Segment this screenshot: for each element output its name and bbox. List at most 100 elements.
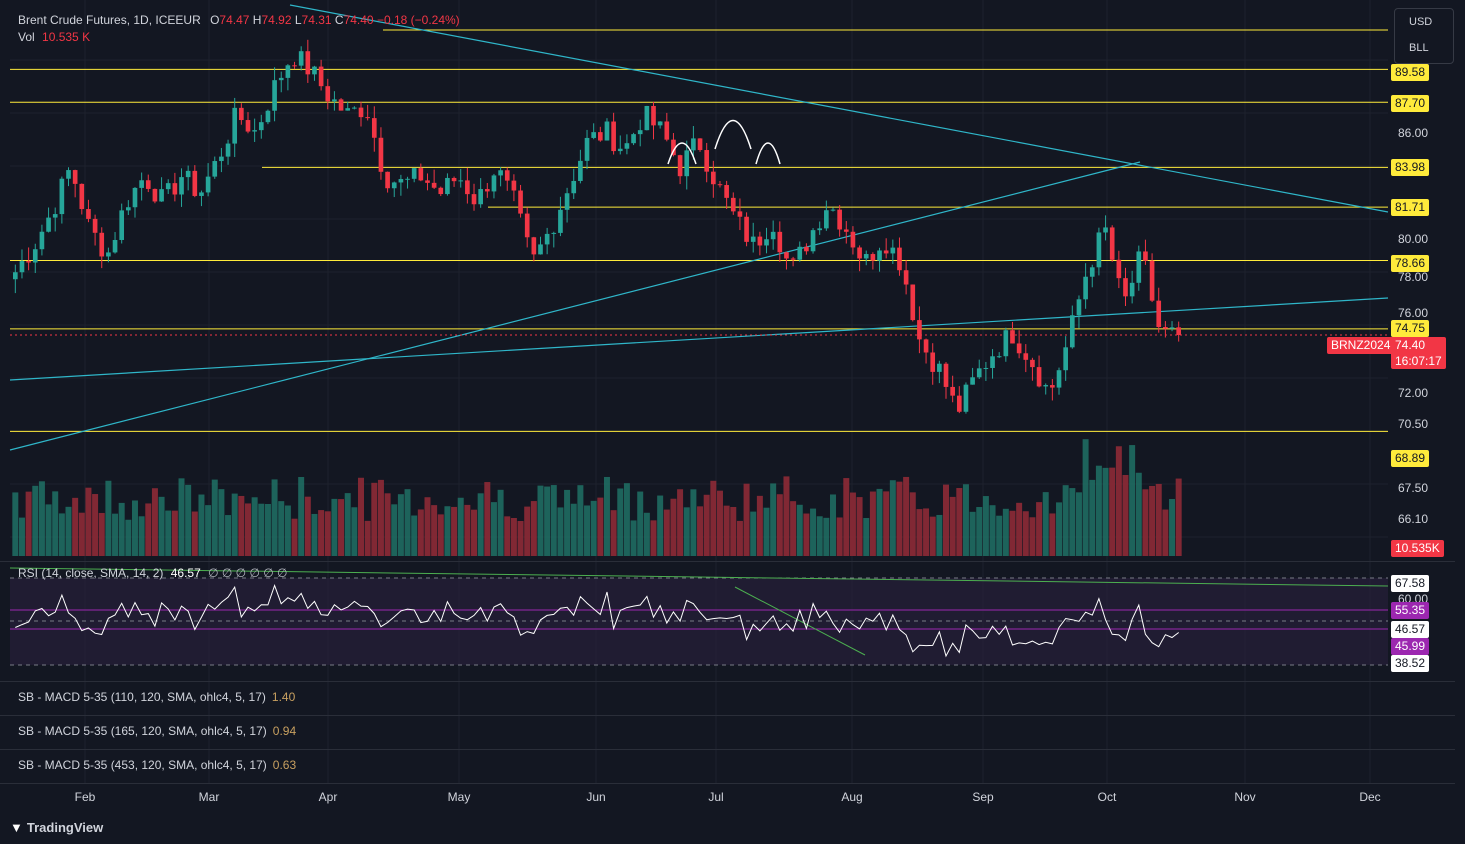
candle-body <box>358 107 364 118</box>
candle-body <box>272 80 277 111</box>
candle-body <box>139 180 144 188</box>
time-tick-dec: Dec <box>1359 790 1381 804</box>
volume-bar <box>909 492 916 556</box>
candle-body <box>684 150 690 177</box>
pane-separator[interactable] <box>0 561 1455 562</box>
volume-bar <box>484 482 491 556</box>
volume-bar <box>245 503 251 556</box>
volume-bar <box>477 493 484 556</box>
candle-body <box>770 231 776 240</box>
volume-bar <box>258 503 265 556</box>
volume-bar <box>903 476 910 556</box>
candle-body <box>232 107 238 144</box>
candle-body <box>185 170 191 178</box>
volume-bar <box>1042 492 1049 556</box>
candle-body <box>531 237 537 255</box>
unit-selector[interactable]: USD BLL <box>1394 8 1454 64</box>
candle-body <box>26 261 31 263</box>
candle-body <box>624 143 630 149</box>
volume-bar <box>397 494 404 556</box>
volume-bar <box>497 489 504 556</box>
bar-countdown: 16:07:17 <box>1395 354 1442 368</box>
candle-body <box>46 217 51 232</box>
candle-body <box>1143 251 1148 261</box>
volume-bar <box>58 513 65 556</box>
pattern-arc <box>755 142 781 165</box>
volume-bar <box>736 520 743 556</box>
time-tick-jun: Jun <box>586 790 606 804</box>
candle-body <box>1163 327 1168 329</box>
candle-body <box>711 171 716 185</box>
macd-value: 0.94 <box>272 724 297 738</box>
volume-bar <box>657 495 664 556</box>
volume-bar <box>225 515 232 556</box>
candle-body <box>305 51 311 75</box>
candle-body <box>1149 260 1155 301</box>
tradingview-logo[interactable]: ▼ TradingView <box>10 820 103 835</box>
volume-bar <box>976 507 983 556</box>
candle-body <box>418 168 424 181</box>
candle-body <box>199 192 204 196</box>
candle-body <box>558 209 563 233</box>
volume-bar <box>584 505 591 556</box>
candle-body <box>824 210 829 229</box>
candle-body <box>737 211 743 217</box>
candle-body <box>804 246 809 252</box>
volume-bar <box>45 504 52 556</box>
candle-body <box>1103 227 1108 233</box>
volume-bar <box>138 516 145 556</box>
volume-bar <box>371 482 378 556</box>
candle-body <box>1176 327 1182 335</box>
candle-body <box>810 230 816 252</box>
symbol-tag: BRNZ2024 <box>1327 337 1395 354</box>
rsi-ma2-tag: 45.99 <box>1391 638 1430 655</box>
volume-bar <box>630 520 637 556</box>
level-tag: 89.58 <box>1391 64 1430 81</box>
rsi-line <box>15 584 1179 658</box>
candle-body <box>976 368 982 378</box>
rsi-current-tag: 46.57 <box>1391 621 1430 638</box>
volume-bar <box>1142 489 1149 556</box>
pane-separator[interactable] <box>0 749 1455 750</box>
candle-body <box>1050 385 1055 388</box>
pane-separator[interactable] <box>0 681 1455 682</box>
candle-body <box>870 254 876 261</box>
candle-body <box>1076 299 1082 316</box>
volume-bar <box>178 478 185 556</box>
time-tick-jul: Jul <box>708 790 724 804</box>
price-tick: 80.00 <box>1398 232 1429 246</box>
volume-bar <box>723 505 730 556</box>
candle-body <box>1109 227 1115 260</box>
unit-label[interactable]: BLL <box>1409 42 1429 54</box>
candle-body <box>465 180 470 195</box>
time-tick-nov: Nov <box>1234 790 1256 804</box>
volume-bar <box>544 486 551 556</box>
volume-bar <box>1102 467 1109 556</box>
volume-bar <box>883 491 890 556</box>
candle-body <box>312 66 317 75</box>
candle-body <box>1036 367 1042 387</box>
candle-body <box>298 51 304 66</box>
candle-body <box>371 118 377 138</box>
pane-separator[interactable] <box>0 783 1455 784</box>
candle-body <box>431 182 437 188</box>
candle-body <box>165 183 171 190</box>
pane-separator[interactable] <box>0 715 1455 716</box>
volume-bar <box>1036 502 1043 556</box>
currency-label[interactable]: USD <box>1409 16 1433 28</box>
volume-bar <box>324 511 331 556</box>
time-tick-apr: Apr <box>318 790 338 804</box>
candle-body <box>345 108 351 111</box>
candle-body <box>52 214 58 218</box>
candle-body <box>910 284 916 321</box>
candle-body <box>239 107 244 121</box>
volume-bar <box>830 494 836 556</box>
volume-bar <box>557 507 564 556</box>
volume-bar <box>710 480 717 556</box>
candle-body <box>937 363 942 372</box>
volume-bar <box>151 488 158 556</box>
volume-bar <box>697 506 704 556</box>
price-tick: 76.00 <box>1398 306 1429 320</box>
candle-body <box>32 249 38 263</box>
